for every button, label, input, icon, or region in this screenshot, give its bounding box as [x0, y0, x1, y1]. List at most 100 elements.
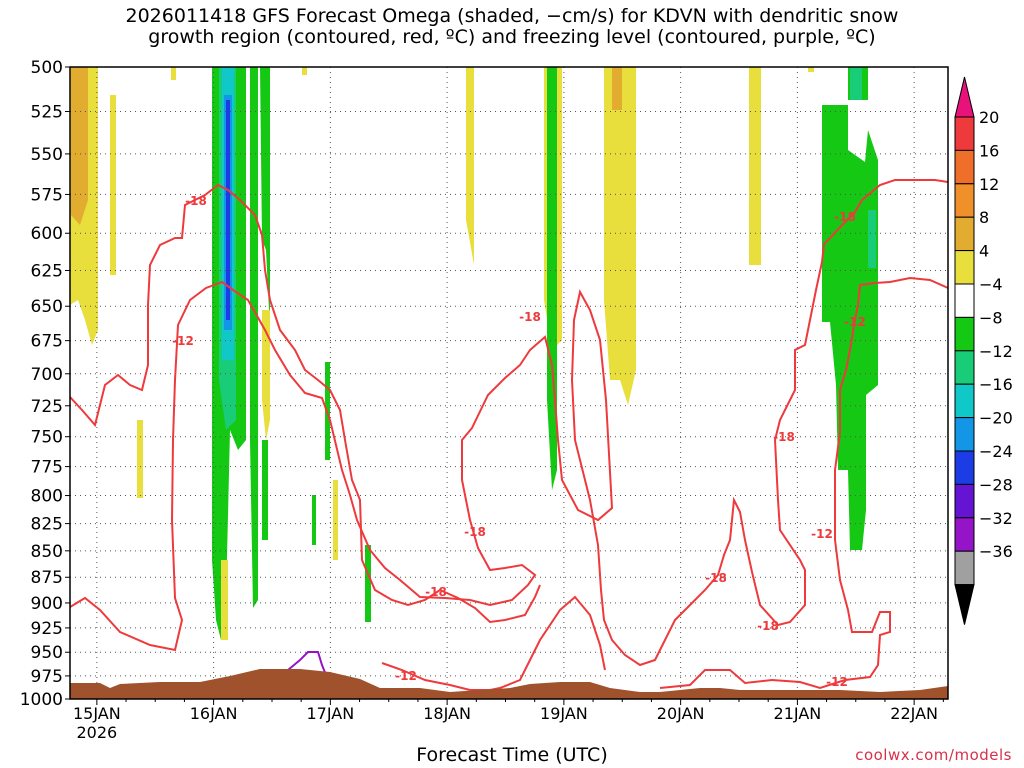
colorbar-label: −36: [979, 542, 1013, 561]
y-tick-label: 725: [31, 397, 63, 417]
x-tick-label: 21JAN: [774, 704, 822, 723]
colorbar-label: −4: [979, 275, 1003, 294]
contour-labels: -18 -12 -18 -12 -18 -18 -18 -18 -18 -12 …: [172, 194, 866, 689]
y-tick-label: 500: [31, 58, 63, 78]
colorbar-swatch: [954, 283, 975, 318]
colorbar-swatch: [954, 250, 975, 285]
contour-label: -18: [757, 619, 779, 633]
colorbar-swatch: [954, 149, 975, 185]
colorbar-label: −20: [979, 409, 1013, 428]
colorbar-label: 20: [979, 108, 999, 127]
y-tick-label: 875: [31, 568, 63, 588]
omega-area: [260, 67, 270, 330]
x-tick-label: 19JAN: [540, 704, 588, 723]
omega-area: [171, 67, 176, 80]
colorbar-swatch: [954, 550, 975, 586]
omega-shading: [70, 67, 878, 640]
colorbar-label: −16: [979, 375, 1013, 394]
colorbar-label: −32: [979, 509, 1013, 528]
x-tick-label: 22JAN: [890, 704, 938, 723]
colorbar-swatch: [954, 383, 975, 419]
y-tick-label: 700: [31, 365, 63, 385]
colorbar-label: −24: [979, 442, 1013, 461]
contour-label: -18: [425, 585, 447, 599]
colorbar-swatch: [954, 350, 975, 385]
credit-text: coolwx.com/models: [855, 746, 1012, 764]
dgz-contours: [70, 179, 948, 691]
x-tick-label: 18JAN: [423, 704, 471, 723]
omega-area: [333, 480, 338, 560]
omega-area: [262, 310, 270, 440]
omega-area: [302, 67, 307, 75]
y-tick-label: 950: [31, 643, 63, 663]
chart-title: 2026011418 GFS Forecast Omega (shaded, −…: [0, 6, 1024, 48]
omega-area: [250, 67, 258, 608]
plot-frame: [69, 66, 949, 700]
contour-label: -18: [834, 210, 856, 224]
contour-label: -18: [773, 430, 795, 444]
colorbar-swatch: [954, 450, 975, 485]
colorbar-label: −12: [979, 342, 1013, 361]
y-tick-label: 975: [31, 667, 63, 687]
contour-label: -18: [185, 194, 207, 208]
contour-label: -12: [826, 675, 848, 689]
omega-area: [808, 67, 814, 72]
omega-area: [466, 67, 474, 265]
contour-minus18-mid: [470, 595, 606, 691]
contour-label: -12: [172, 334, 194, 348]
omega-area: [612, 67, 622, 110]
contour-minus12-left: [70, 179, 948, 667]
y-tick-label: 525: [31, 102, 63, 122]
omega-area: [226, 100, 230, 320]
colorbar-swatch: [954, 584, 975, 625]
y-tick-label: 625: [31, 261, 63, 281]
colorbar-label: 8: [979, 208, 989, 227]
grid-lines: [70, 67, 948, 699]
terrain-ground: [70, 669, 948, 699]
colorbar-swatch: [954, 216, 975, 252]
colorbar-label: 4: [979, 242, 989, 261]
y-tick-label: 925: [31, 619, 63, 639]
contour-label: -18: [705, 571, 727, 585]
contour-label: -12: [811, 527, 833, 541]
y-tick-label: 800: [31, 487, 63, 507]
y-tick-label: 650: [31, 297, 63, 317]
colorbar-label: −28: [979, 475, 1013, 494]
x-axis-title: Forecast Time (UTC): [416, 744, 608, 766]
freezing-level-contour: [287, 651, 327, 676]
omega-area: [822, 105, 878, 550]
chart-title-line2: growth region (contoured, red, ºC) and f…: [148, 26, 876, 48]
colorbar-label: 16: [979, 141, 999, 160]
x-tick-label: 17JAN: [307, 704, 355, 723]
y-tick-label: 775: [31, 458, 63, 478]
contour-minus12-right: [659, 276, 948, 690]
y-tick-label: 825: [31, 515, 63, 535]
y-axis: 500 525 550 575 600 625 650 675 700 725 750 775 800 8…: [20, 58, 70, 710]
omega-area: [71, 67, 88, 225]
colorbar-label: 12: [979, 175, 999, 194]
omega-area: [365, 545, 371, 622]
omega-area: [221, 560, 228, 640]
x-tick-sublabel: 2026: [76, 723, 117, 742]
y-tick-label: 750: [31, 428, 63, 448]
omega-area: [547, 67, 557, 490]
y-tick-label: 850: [31, 542, 63, 562]
omega-area: [749, 67, 761, 265]
colorbar-swatch: [954, 517, 975, 552]
contour-label: -12: [395, 669, 417, 683]
omega-area: [868, 210, 876, 268]
y-tick-label: 600: [31, 224, 63, 244]
contour-label: -18: [519, 310, 541, 324]
omega-area: [312, 495, 316, 545]
contour-minus12-bottom: [381, 662, 471, 691]
colorbar-swatch: [954, 417, 975, 452]
y-tick-label: 900: [31, 594, 63, 614]
y-tick-label: 1000: [20, 690, 63, 710]
colorbar-swatch: [954, 483, 975, 519]
colorbar-swatch: [954, 76, 975, 118]
omega-area: [604, 67, 636, 405]
omega-area: [137, 420, 143, 498]
